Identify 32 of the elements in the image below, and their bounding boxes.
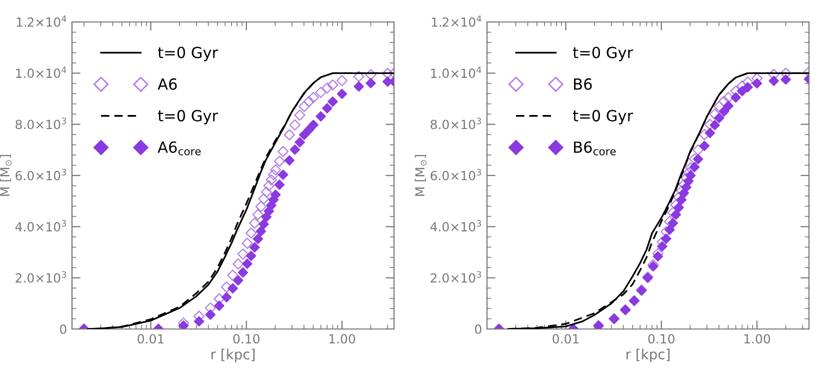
legend-label: t=0 Gyr: [572, 110, 634, 124]
legend-label: B6: [574, 78, 592, 90]
x-tick-label: 0.10: [648, 334, 674, 344]
y-tick-label: 1.0×10$^{4}$: [431, 66, 482, 78]
y-tick-label: 4.0×10$^{3}$: [430, 220, 482, 232]
legend-label: t=0 Gyr: [158, 46, 218, 62]
x-tick-label: 0.10: [233, 334, 260, 344]
x-tick-label: 0.01: [552, 334, 579, 344]
y-tick-label: 8.0×10$^{3}$: [16, 118, 66, 130]
y-tick-label: 2.0×10$^{3}$: [430, 271, 482, 283]
y-tick-label: 1.2×10$^{4}$: [432, 16, 482, 27]
legend-label: A6$_{core}$: [158, 141, 201, 156]
x-axis-title: r [kpc]: [626, 348, 670, 362]
y-tick-label: 6.0×10$^{3}$: [16, 168, 66, 180]
legend-label: t=0 Gyr: [158, 110, 218, 124]
y-tick-label: 2.0×10$^{3}$: [16, 271, 66, 283]
y-axis-title: M [M$_{⊙}$]: [0, 155, 12, 196]
legend-label: A6: [158, 78, 177, 90]
y-tick-label: 6.0×10$^{3}$: [430, 168, 482, 180]
x-axis-title: r [kpc]: [212, 348, 255, 362]
y-tick-label: 0: [60, 324, 66, 334]
legend-label: B6$_{core}$: [574, 141, 616, 156]
x-tick-label: 1.00: [744, 334, 770, 344]
y-axis-title: M [M$_{⊙}$]: [414, 155, 427, 196]
y-tick-label: 0: [475, 324, 482, 334]
y-tick-label: 4.0×10$^{3}$: [15, 220, 66, 232]
x-tick-label: 1.00: [329, 334, 356, 344]
y-tick-label: 1.2×10$^{4}$: [16, 16, 66, 27]
y-tick-label: 8.0×10$^{3}$: [430, 118, 482, 130]
legend-label: t=0 Gyr: [572, 46, 634, 62]
x-tick-label: 0.01: [138, 334, 164, 344]
y-tick-label: 1.0×10$^{4}$: [16, 66, 66, 78]
